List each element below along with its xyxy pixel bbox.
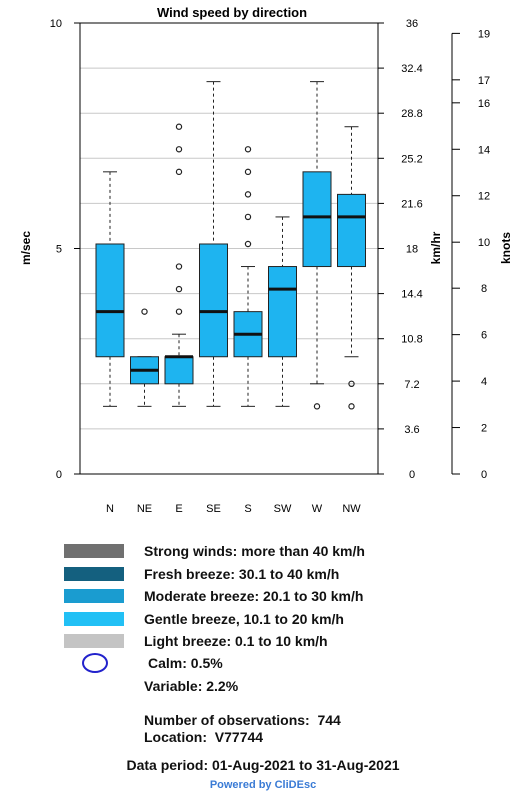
legend-item: Gentle breeze, 10.1 to 20 km/h <box>64 609 344 629</box>
legend-label: Fresh breeze: 30.1 to 40 km/h <box>144 565 340 582</box>
legend-label: Strong winds: more than 40 km/h <box>144 543 365 559</box>
legend-swatch <box>64 589 124 603</box>
mid-tick-label: 14.4 <box>401 289 422 301</box>
variable-row: Variable: 2.2% <box>64 676 238 696</box>
x-tick-label: S <box>244 503 251 515</box>
right-tick-label: 6 <box>481 330 487 342</box>
outlier-point <box>175 285 183 293</box>
variable-label: Variable: 2.2% <box>144 678 239 694</box>
outlier-point <box>244 240 252 248</box>
box-body <box>302 171 332 268</box>
mid-tick-label: 3.6 <box>404 424 419 436</box>
observations-line: Number of observations: 744 <box>144 712 341 728</box>
location-label: Location: <box>144 729 207 745</box>
box-body <box>95 243 125 358</box>
legend-item: Light breeze: 0.1 to 10 km/h <box>64 631 328 651</box>
y-axis-label-left: m/sec <box>19 231 33 265</box>
outlier-point <box>141 308 148 315</box>
legend-item: Strong winds: more than 40 km/h <box>64 541 365 561</box>
right-tick-label: 0 <box>481 469 487 481</box>
powered-by-link[interactable]: Powered by CliDEsc <box>209 779 317 791</box>
legend-label: Light breeze: 0.1 to 10 km/h <box>144 633 328 649</box>
outlier-point <box>244 213 252 221</box>
right-tick-label: 14 <box>478 144 490 156</box>
y-axis-label-mid: km/hr <box>429 231 443 264</box>
outlier-point <box>175 263 183 270</box>
right-tick-label: 12 <box>478 191 490 203</box>
right-tick-label: 8 <box>481 283 487 295</box>
mid-tick-label: 25.2 <box>401 153 422 165</box>
mid-tick-label: 21.6 <box>401 198 422 210</box>
legend-swatch <box>64 634 124 648</box>
x-tick-label: E <box>175 503 182 515</box>
chart-title: Wind speed by direction <box>157 5 307 20</box>
x-tick-label: SE <box>206 503 221 515</box>
legend-swatch <box>64 611 124 626</box>
outlier-point <box>313 403 321 410</box>
box-body <box>199 243 228 358</box>
mid-tick-label: 7.2 <box>404 379 419 391</box>
right-tick-label: 19 <box>478 28 490 40</box>
outlier-point <box>175 308 183 315</box>
outlier-point <box>244 168 252 176</box>
x-tick-label: W <box>312 503 323 515</box>
legend-label: Gentle breeze, 10.1 to 20 km/h <box>144 610 344 627</box>
box-e <box>164 123 194 407</box>
data-period: Data period: 01-Aug-2021 to 31-Aug-2021 <box>126 757 400 773</box>
outlier-point <box>244 191 252 198</box>
box-nw <box>337 126 366 410</box>
calm-circle-icon <box>82 653 108 673</box>
calm-label: Calm: 0.5% <box>148 655 223 671</box>
mid-tick-label: 28.8 <box>401 108 422 120</box>
right-tick-label: 16 <box>478 98 490 110</box>
left-tick-label: 0 <box>56 469 62 481</box>
right-tick-label: 10 <box>478 237 490 249</box>
x-tick-label: SW <box>274 503 292 515</box>
left-tick-label: 10 <box>50 18 62 30</box>
box-body <box>337 193 366 268</box>
legend-item: Fresh breeze: 30.1 to 40 km/h <box>64 564 339 584</box>
calm-row: Calm: 0.5% <box>64 653 223 673</box>
box-n <box>95 171 125 407</box>
x-tick-label: NW <box>342 503 361 515</box>
legend-label: Moderate breeze: 20.1 to 30 km/h <box>144 588 364 604</box>
box-se <box>199 81 228 407</box>
box-body <box>164 356 194 385</box>
outlier-point <box>244 146 252 153</box>
box-ne <box>130 308 159 407</box>
legend-swatch <box>64 566 124 581</box>
outlier-point <box>175 168 183 176</box>
mid-tick-label: 10.8 <box>401 334 422 346</box>
outlier-point <box>175 146 183 153</box>
outlier-point <box>348 403 355 410</box>
mid-tick-label: 0 <box>409 469 415 481</box>
y-axis-label-right: knots <box>499 232 513 264</box>
x-tick-label: N <box>106 503 114 515</box>
mid-tick-label: 18 <box>406 244 418 256</box>
mid-tick-label: 32.4 <box>401 63 422 75</box>
legend-item: Moderate breeze: 20.1 to 30 km/h <box>64 586 363 606</box>
outlier-point <box>175 123 183 130</box>
right-tick-label: 2 <box>481 423 487 435</box>
box-sw <box>268 216 297 407</box>
right-tick-label: 17 <box>478 75 490 87</box>
mid-tick-label: 36 <box>406 18 418 30</box>
legend-swatch <box>64 544 124 558</box>
observations-value: 744 <box>317 712 341 728</box>
observations-label: Number of observations: <box>144 712 310 728</box>
box-s <box>233 146 263 407</box>
box-body <box>268 266 297 358</box>
outlier-point <box>348 380 355 387</box>
right-tick-label: 4 <box>481 376 487 388</box>
x-tick-label: NE <box>137 503 152 515</box>
left-tick-label: 5 <box>56 244 62 256</box>
location-value: V77744 <box>214 729 264 745</box>
location-line: Location: V77744 <box>144 729 263 745</box>
box-w <box>302 81 332 410</box>
wind-speed-chart: Wind speed by direction m/sec km/hr knot… <box>19 5 513 515</box>
